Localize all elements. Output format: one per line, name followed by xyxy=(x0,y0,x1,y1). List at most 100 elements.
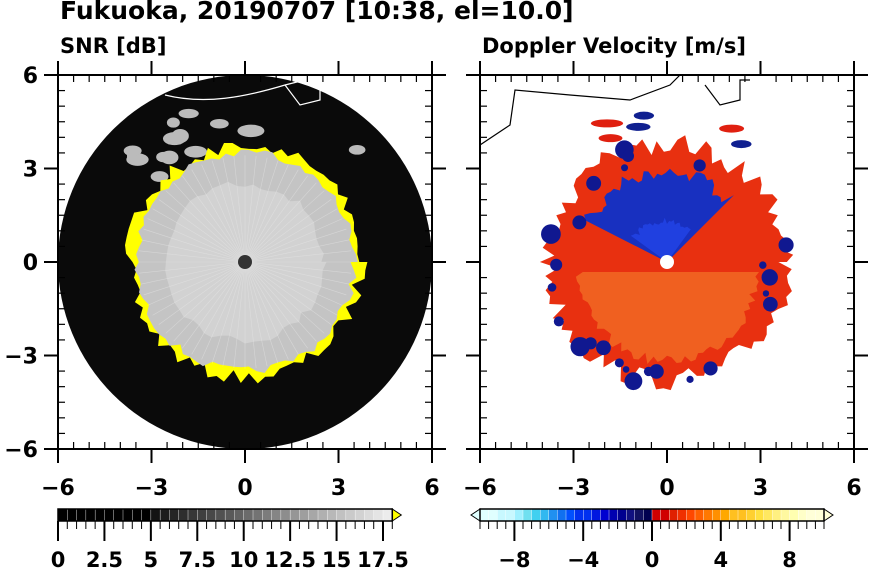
colorbar-cell xyxy=(755,508,765,522)
colorbar-over-arrow xyxy=(391,508,403,522)
radial-streak xyxy=(244,261,343,306)
radial-streak xyxy=(244,199,332,263)
radial-streak xyxy=(244,261,352,274)
x-tick-label: −3 xyxy=(135,476,169,501)
radial-streak xyxy=(201,261,246,360)
radial-streak xyxy=(233,261,246,369)
radar-site-marker xyxy=(238,255,252,269)
radial-streak xyxy=(244,208,338,263)
radial-streak xyxy=(143,261,246,296)
doppler-speckle xyxy=(703,361,718,376)
colorbar-cell xyxy=(669,508,679,522)
x-tick-label: 0 xyxy=(659,476,674,501)
colorbar-tick-label: −4 xyxy=(567,548,599,570)
colorbar-cell xyxy=(104,508,115,522)
clutter-echo xyxy=(237,124,265,138)
colorbar-cell xyxy=(694,508,705,522)
colorbar-tick-label: 10 xyxy=(229,548,258,570)
radial-streak xyxy=(222,261,246,367)
doppler-speckle xyxy=(622,150,635,162)
radar-site-marker xyxy=(660,255,674,269)
colorbar-cell xyxy=(252,508,263,522)
colorbar-cell xyxy=(780,508,791,522)
radial-streak xyxy=(244,261,338,316)
radial-streak xyxy=(244,175,308,263)
doppler-clutter xyxy=(598,134,623,143)
colorbar-cell xyxy=(187,508,198,522)
radial-streak xyxy=(244,261,317,342)
colorbar-cell xyxy=(479,508,490,522)
colorbar-cell xyxy=(327,508,338,522)
colorbar-cell xyxy=(382,508,393,522)
radial-streak xyxy=(140,239,246,263)
radial-streak xyxy=(244,155,257,263)
clutter-echo xyxy=(150,171,169,182)
radial-streak xyxy=(165,261,246,334)
colorbar-cell xyxy=(262,508,273,522)
doppler-speckle xyxy=(762,290,770,297)
colorbar-cell xyxy=(505,508,515,522)
colorbar-cell xyxy=(354,508,365,522)
radial-streak xyxy=(244,169,299,263)
y-tick-label: 3 xyxy=(23,158,38,183)
colorbar-cell xyxy=(720,508,730,522)
colorbar-cell xyxy=(150,508,161,522)
radial-streak xyxy=(138,250,246,263)
doppler-approaching-region xyxy=(584,168,734,262)
doppler-speckle xyxy=(622,366,630,373)
x-tick-label: −3 xyxy=(557,476,591,501)
radial-streak xyxy=(147,218,246,263)
radial-streak xyxy=(244,164,289,263)
colorbar-cell xyxy=(703,508,713,522)
x-tick-label: −6 xyxy=(463,476,497,501)
colorbar-cell xyxy=(206,508,217,522)
colorbar-cell xyxy=(271,508,282,522)
colorbar-cell xyxy=(634,508,644,522)
radial-streak xyxy=(244,261,257,369)
colorbar-cell xyxy=(336,508,347,522)
colorbar-cell xyxy=(132,508,143,522)
doppler-speckle xyxy=(550,258,563,271)
colorbar-tick-label: 12.5 xyxy=(264,548,316,570)
colorbar-cell xyxy=(178,508,189,522)
colorbar-cell xyxy=(798,508,808,522)
snr-panel-title: SNR [dB] xyxy=(60,34,167,58)
y-tick-label: −6 xyxy=(4,438,38,463)
radial-streak xyxy=(244,190,325,263)
colorbar-cell xyxy=(299,508,310,522)
x-tick-label: 0 xyxy=(237,476,252,501)
colorbar-tick-label: −8 xyxy=(498,548,530,570)
figure-title: Fukuoka, 20190707 [10:38, el=10.0] xyxy=(60,0,574,25)
doppler-speckle xyxy=(624,372,643,391)
colorbar-cell xyxy=(488,508,498,522)
radial-streak xyxy=(244,157,268,263)
x-tick-label: 6 xyxy=(846,476,861,501)
radial-streak xyxy=(191,169,246,263)
colorbar-cell xyxy=(772,508,782,522)
doppler-speckle xyxy=(763,296,778,312)
doppler-clutter xyxy=(731,140,752,149)
y-tick-label: −3 xyxy=(4,345,38,370)
colorbar-tick-label: 0 xyxy=(51,548,66,570)
colorbar-cell xyxy=(677,508,687,522)
clutter-echo xyxy=(162,132,186,146)
radial-streak xyxy=(244,261,350,285)
colorbar-cell xyxy=(712,508,722,522)
doppler-speckle xyxy=(586,175,602,191)
colorbar-under-arrow xyxy=(470,508,481,522)
colorbar-cell xyxy=(617,508,627,522)
clutter-echo xyxy=(166,117,180,128)
colorbar-cell xyxy=(169,508,180,522)
radial-streak xyxy=(244,261,347,296)
colorbar-tick-label: 15 xyxy=(322,548,351,570)
coastline xyxy=(164,79,321,106)
colorbar-cell xyxy=(574,508,584,522)
colorbar-cell xyxy=(591,508,601,522)
colorbar-cell xyxy=(626,508,636,522)
radial-streak xyxy=(244,261,279,364)
snr-plot-area: −6 −3 0 3 6 −6 −3 0 3 6 xyxy=(4,61,446,501)
colorbar-cell xyxy=(806,508,816,522)
clutter-echo xyxy=(178,108,199,119)
doppler-speckle xyxy=(572,215,587,230)
